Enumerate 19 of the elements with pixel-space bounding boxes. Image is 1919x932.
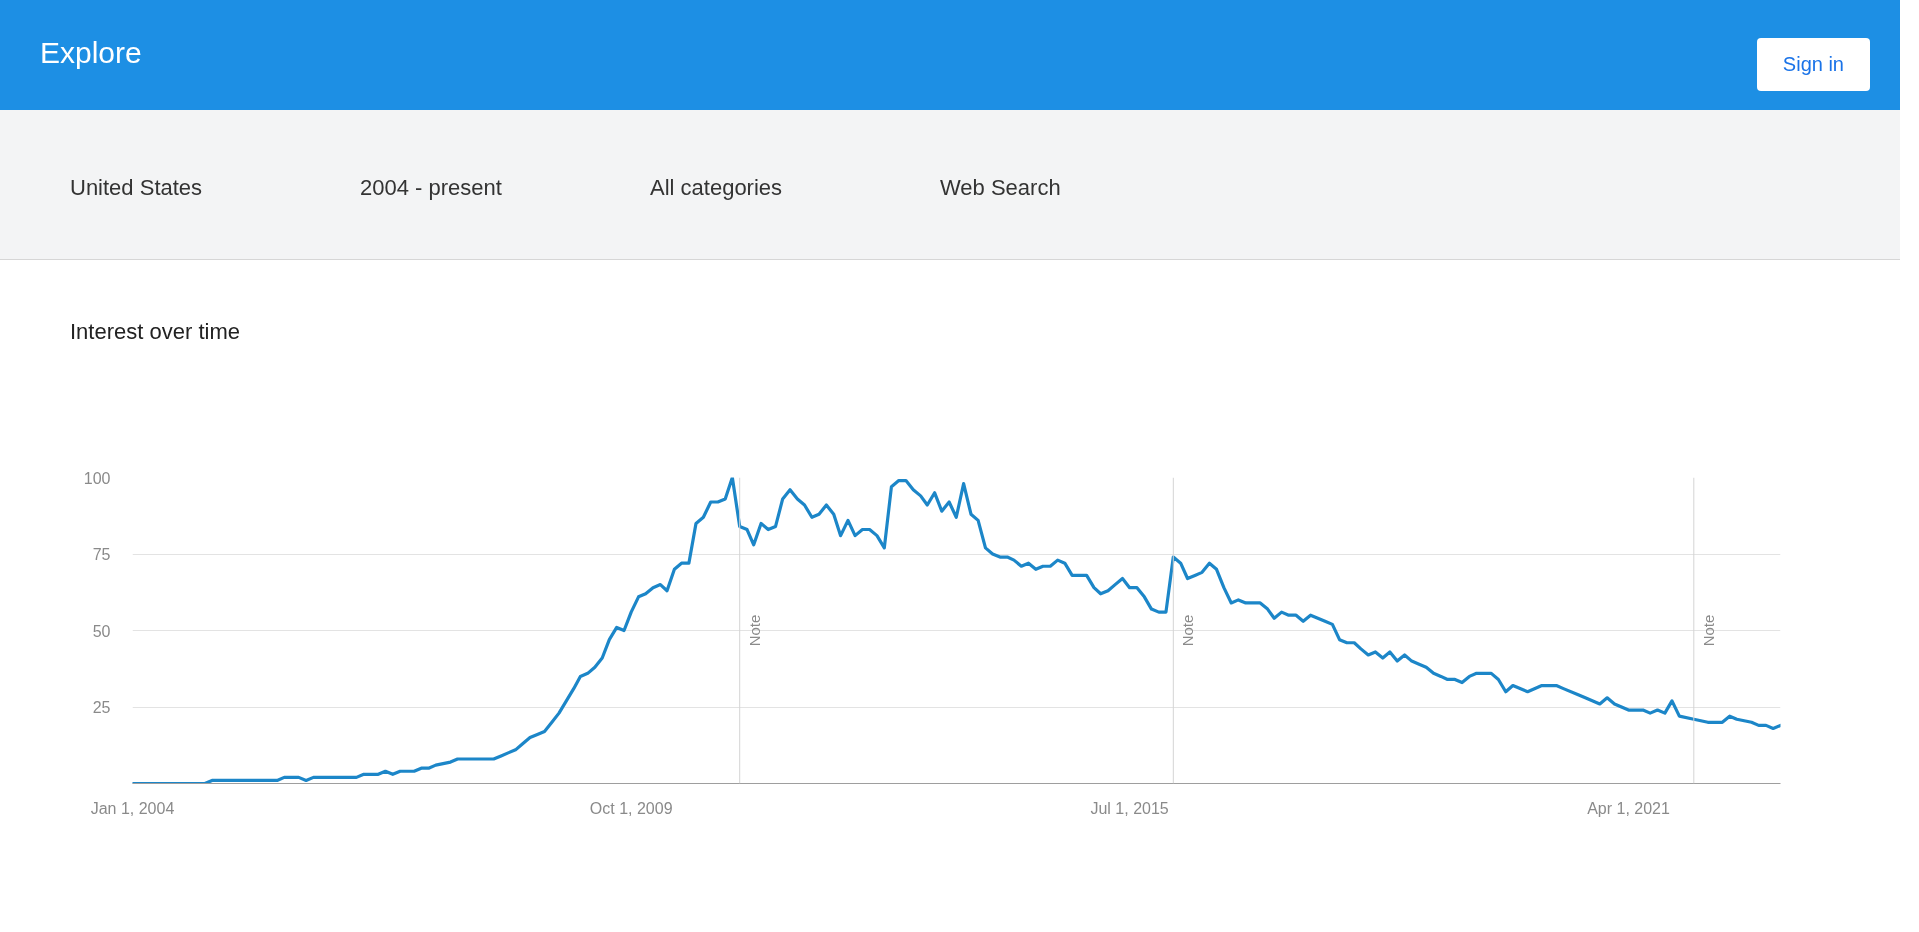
x-tick-label: Jan 1, 2004 [90, 799, 175, 817]
y-tick-label: 50 [92, 622, 111, 640]
x-tick-label: Jul 1, 2015 [1090, 799, 1169, 817]
y-tick-label: 75 [92, 546, 111, 563]
text: Explore [40, 35, 142, 71]
chart-title: Interest over time [70, 318, 240, 346]
text: 2004 - present [360, 174, 502, 202]
ref-line-label: Note [1699, 614, 1717, 647]
text: All categories [650, 174, 783, 202]
text: Web Search [940, 174, 1061, 202]
line-series [132, 477, 1781, 784]
text: United States [70, 174, 203, 202]
y-tick-label: 25 [92, 699, 111, 716]
text: Sign in [1756, 38, 1870, 91]
y-tick-label: 100 [83, 469, 111, 487]
x-tick-label: Apr 1, 2021 [1587, 799, 1670, 817]
ref-line-label: Note [745, 614, 763, 647]
ref-line-label: Note [1179, 614, 1197, 647]
x-tick-label: Oct 1, 2009 [589, 799, 673, 817]
